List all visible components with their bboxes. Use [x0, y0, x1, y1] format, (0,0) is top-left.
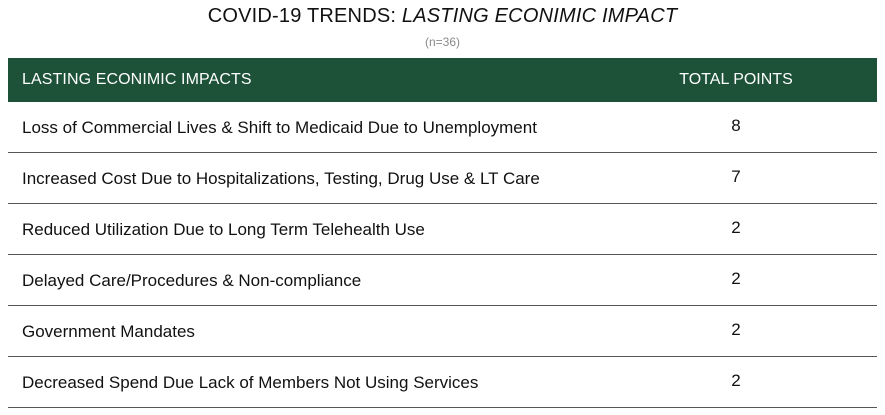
impact-cell: Decreased Spend Due Lack of Members Not … — [22, 373, 479, 392]
table-row: Government Mandates 2 — [8, 306, 877, 357]
impact-cell: Loss of Commercial Lives & Shift to Medi… — [22, 118, 537, 137]
impacts-table: LASTING ECONIMIC IMPACTS TOTAL POINTS Lo… — [8, 58, 877, 408]
points-cell: 2 — [731, 320, 741, 339]
points-cell: 7 — [731, 167, 741, 186]
impact-cell: Delayed Care/Procedures & Non-compliance — [22, 271, 362, 290]
points-cell: 2 — [731, 218, 741, 237]
title-prefix: COVID-19 TRENDS: — [207, 5, 397, 27]
sample-size: (n=36) — [424, 35, 461, 49]
points-cell: 2 — [731, 269, 741, 288]
table-row: Reduced Utilization Due to Long Term Tel… — [8, 204, 877, 255]
points-cell: 8 — [731, 116, 741, 135]
table-row: Decreased Spend Due Lack of Members Not … — [8, 357, 877, 408]
impact-cell: Reduced Utilization Due to Long Term Tel… — [22, 220, 425, 239]
header-impacts: LASTING ECONIMIC IMPACTS — [22, 71, 252, 88]
title-block: COVID-19 TRENDS: LASTING ECONIMIC IMPACT… — [0, 4, 885, 50]
header-total-points: TOTAL POINTS — [679, 71, 793, 88]
page-title: COVID-19 TRENDS: LASTING ECONIMIC IMPACT — [0, 4, 885, 28]
points-cell: 2 — [731, 371, 741, 390]
table-row: Loss of Commercial Lives & Shift to Medi… — [8, 102, 877, 153]
impact-cell: Increased Cost Due to Hospitalizations, … — [22, 169, 540, 188]
table-row: Delayed Care/Procedures & Non-compliance… — [8, 255, 877, 306]
impact-cell: Government Mandates — [22, 322, 195, 341]
table-header: LASTING ECONIMIC IMPACTS TOTAL POINTS — [8, 58, 877, 102]
table-row: Increased Cost Due to Hospitalizations, … — [8, 153, 877, 204]
title-italic: LASTING ECONIMIC IMPACT — [401, 5, 678, 27]
